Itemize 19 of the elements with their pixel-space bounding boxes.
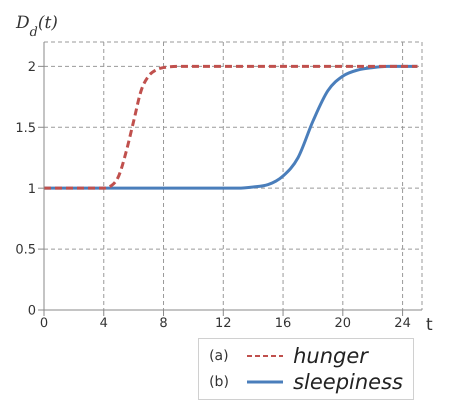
y-axis-title: D$_{d}$(t): [15, 13, 58, 40]
x-tick-label: 0: [40, 316, 48, 332]
y-tick-label: 0.5: [15, 242, 36, 258]
x-tick-label: 20: [334, 316, 352, 332]
legend-label: sleepiness: [293, 370, 403, 394]
text: (a): [209, 348, 230, 364]
text: (b): [209, 374, 230, 390]
legend-label: hunger: [293, 344, 368, 368]
x-tick-label: 24: [394, 316, 411, 332]
y-tick-label: 2: [28, 60, 36, 75]
y-tick-label: 0: [28, 304, 36, 319]
line-series: [44, 64, 420, 190]
y-tick-label: 1: [28, 182, 36, 197]
x-tick-label: 8: [159, 316, 168, 332]
x-tick-label: 12: [215, 316, 232, 332]
x-axis-title: t: [426, 315, 433, 336]
x-tick-label: 4: [100, 316, 108, 332]
y-tick-label: 1.5: [15, 120, 36, 136]
x-tick-label: 16: [274, 316, 292, 332]
